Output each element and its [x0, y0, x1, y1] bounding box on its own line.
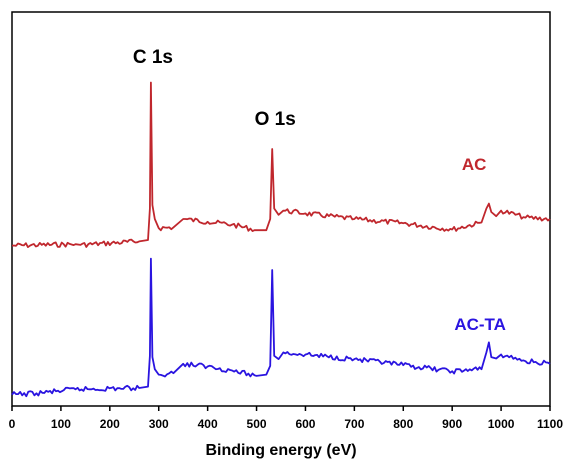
plot-frame	[11, 11, 551, 407]
x-tick-label: 100	[51, 417, 71, 431]
series-line-ac-ta	[11, 257, 551, 398]
x-tick-label: 900	[442, 417, 462, 431]
peak-annotation: C 1s	[133, 47, 173, 68]
x-tick-label: 500	[247, 417, 267, 431]
x-axis: 0 100 200 300 400 500 600 700 800 900 1000 1100	[9, 406, 563, 431]
x-tick-label: 200	[100, 417, 120, 431]
peak-annotation: O 1s	[255, 109, 296, 130]
series-layer: AC AC-TA	[11, 81, 551, 398]
x-tick-label: 0	[9, 417, 16, 431]
annotation-layer: C 1s O 1s	[133, 47, 296, 130]
x-axis-label: Binding energy (eV)	[205, 442, 356, 459]
series-line-ac	[11, 81, 551, 248]
x-tick-label: 800	[393, 417, 413, 431]
series-label-ac-ta: AC-TA	[454, 315, 506, 334]
x-tick-label: 300	[149, 417, 169, 431]
x-tick-label: 1000	[488, 417, 515, 431]
x-tick-label: 400	[198, 417, 218, 431]
x-tick-label: 600	[295, 417, 315, 431]
x-tick-label: 1100	[537, 417, 563, 431]
x-tick-label: 700	[344, 417, 364, 431]
series-label-ac: AC	[462, 155, 487, 174]
